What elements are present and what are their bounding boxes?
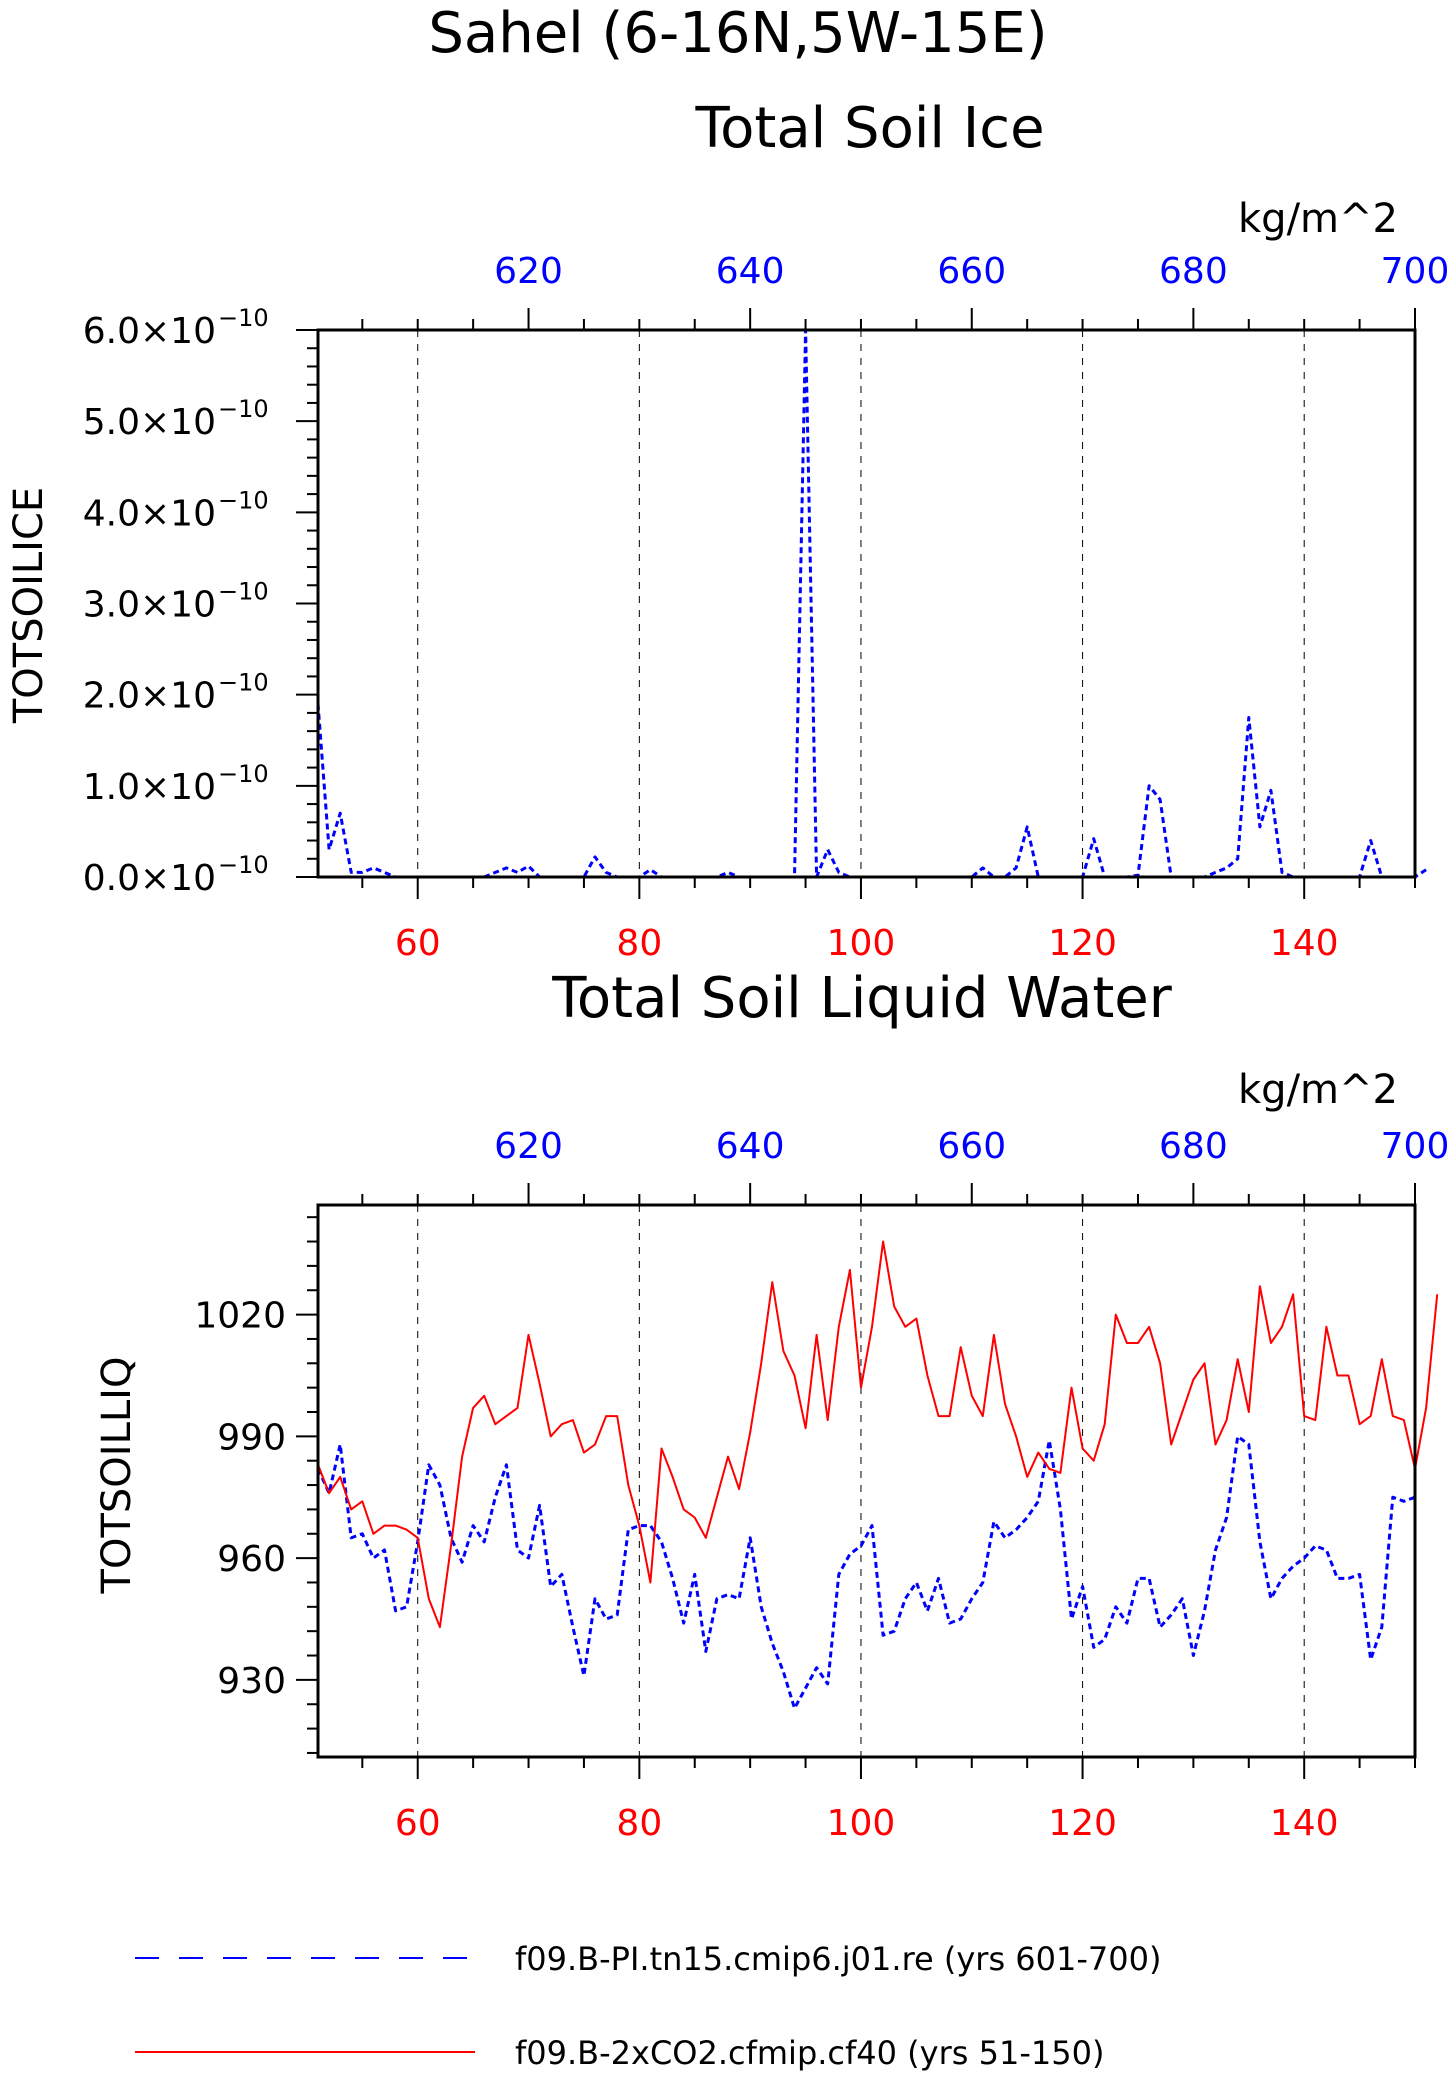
ice-y-tick-exponent: −10 <box>218 578 269 606</box>
liquid-panel: Total Soil Liquid Water kg/m^2 TOTSOILLI… <box>94 966 1449 1844</box>
ice-panel-title: Total Soil Ice <box>694 96 1044 161</box>
ice-y-tick-exponent: −10 <box>218 395 269 423</box>
liquid-bottom-tick-label: 60 <box>395 1803 441 1844</box>
ice-bottom-tick-label: 120 <box>1048 923 1117 964</box>
ice-bottom-tick-label: 60 <box>395 923 441 964</box>
figure-title: Sahel (6-16N,5W-15E) <box>428 1 1047 66</box>
liquid-y-tick-label: 930 <box>217 1661 286 1702</box>
liquid-top-tick-label: 620 <box>494 1126 563 1167</box>
ice-y-tick-label: 2.0×10 <box>83 676 216 717</box>
ice-panel: Total Soil Ice kg/m^2 TOTSOILICE 60 80 100… <box>6 96 1449 964</box>
liquid-bottom-tick-label: 120 <box>1048 1803 1117 1844</box>
legend: f09.B-PI.tn15.cmip6.j01.re (yrs 601-700)… <box>135 1940 1161 2072</box>
liquid-series-2xco2-line <box>317 1240 1439 1629</box>
liquid-top-tick-label: 640 <box>716 1126 785 1167</box>
liquid-plot-frame <box>316 1203 1417 1759</box>
liquid-bottom-tick-label: 100 <box>827 1803 896 1844</box>
liquid-y-axis-label: TOTSOILLIQ <box>94 1357 140 1595</box>
ice-y-tick-label: 1.0×10 <box>83 767 216 808</box>
liquid-panel-title: Total Soil Liquid Water <box>551 966 1173 1031</box>
ice-y-tick-label: 6.0×10 <box>83 311 216 352</box>
liquid-y-tick-label: 990 <box>217 1417 286 1458</box>
ice-y-tick-exponent: −10 <box>218 851 269 879</box>
liquid-top-tick-label: 700 <box>1381 1126 1450 1167</box>
ice-top-tick-label: 620 <box>494 251 563 292</box>
ice-bottom-tick-label: 140 <box>1270 923 1339 964</box>
liquid-y-tick-label: 960 <box>217 1539 286 1580</box>
liquid-y-tick-label: 1020 <box>194 1296 286 1337</box>
liquid-series-control-line <box>316 1434 1416 1710</box>
ice-top-tick-label: 640 <box>716 251 785 292</box>
liquid-units-label: kg/m^2 <box>1238 1067 1398 1113</box>
ice-y-tick-exponent: −10 <box>218 486 269 514</box>
ice-y-tick-label: 0.0×10 <box>83 858 216 899</box>
ice-bottom-tick-label: 80 <box>616 923 662 964</box>
legend-label-2xco2: f09.B-2xCO2.cfmip.cf40 (yrs 51-150) <box>515 2034 1104 2072</box>
ice-bottom-tick-label: 100 <box>827 923 896 964</box>
liquid-bottom-tick-label: 140 <box>1270 1803 1339 1844</box>
legend-label-control: f09.B-PI.tn15.cmip6.j01.re (yrs 601-700) <box>515 1940 1161 1978</box>
ice-series-control-line <box>316 328 1427 879</box>
liquid-top-tick-label: 660 <box>937 1126 1006 1167</box>
liquid-top-tick-label: 680 <box>1159 1126 1228 1167</box>
ice-y-tick-exponent: −10 <box>218 760 269 788</box>
ice-top-tick-label: 700 <box>1381 251 1450 292</box>
ice-y-tick-exponent: −10 <box>218 304 269 332</box>
ice-y-tick-label: 4.0×10 <box>83 493 216 534</box>
ice-y-axis-label: TOTSOILICE <box>6 487 52 724</box>
ice-top-tick-label: 660 <box>937 251 1006 292</box>
ice-y-tick-exponent: −10 <box>218 669 269 697</box>
liquid-bottom-tick-label: 80 <box>616 1803 662 1844</box>
ice-y-tick-label: 3.0×10 <box>83 585 216 626</box>
ice-plot-frame <box>316 328 1417 879</box>
ice-units-label: kg/m^2 <box>1238 196 1398 242</box>
ice-top-tick-label: 680 <box>1159 251 1228 292</box>
ice-y-tick-label: 5.0×10 <box>83 402 216 443</box>
